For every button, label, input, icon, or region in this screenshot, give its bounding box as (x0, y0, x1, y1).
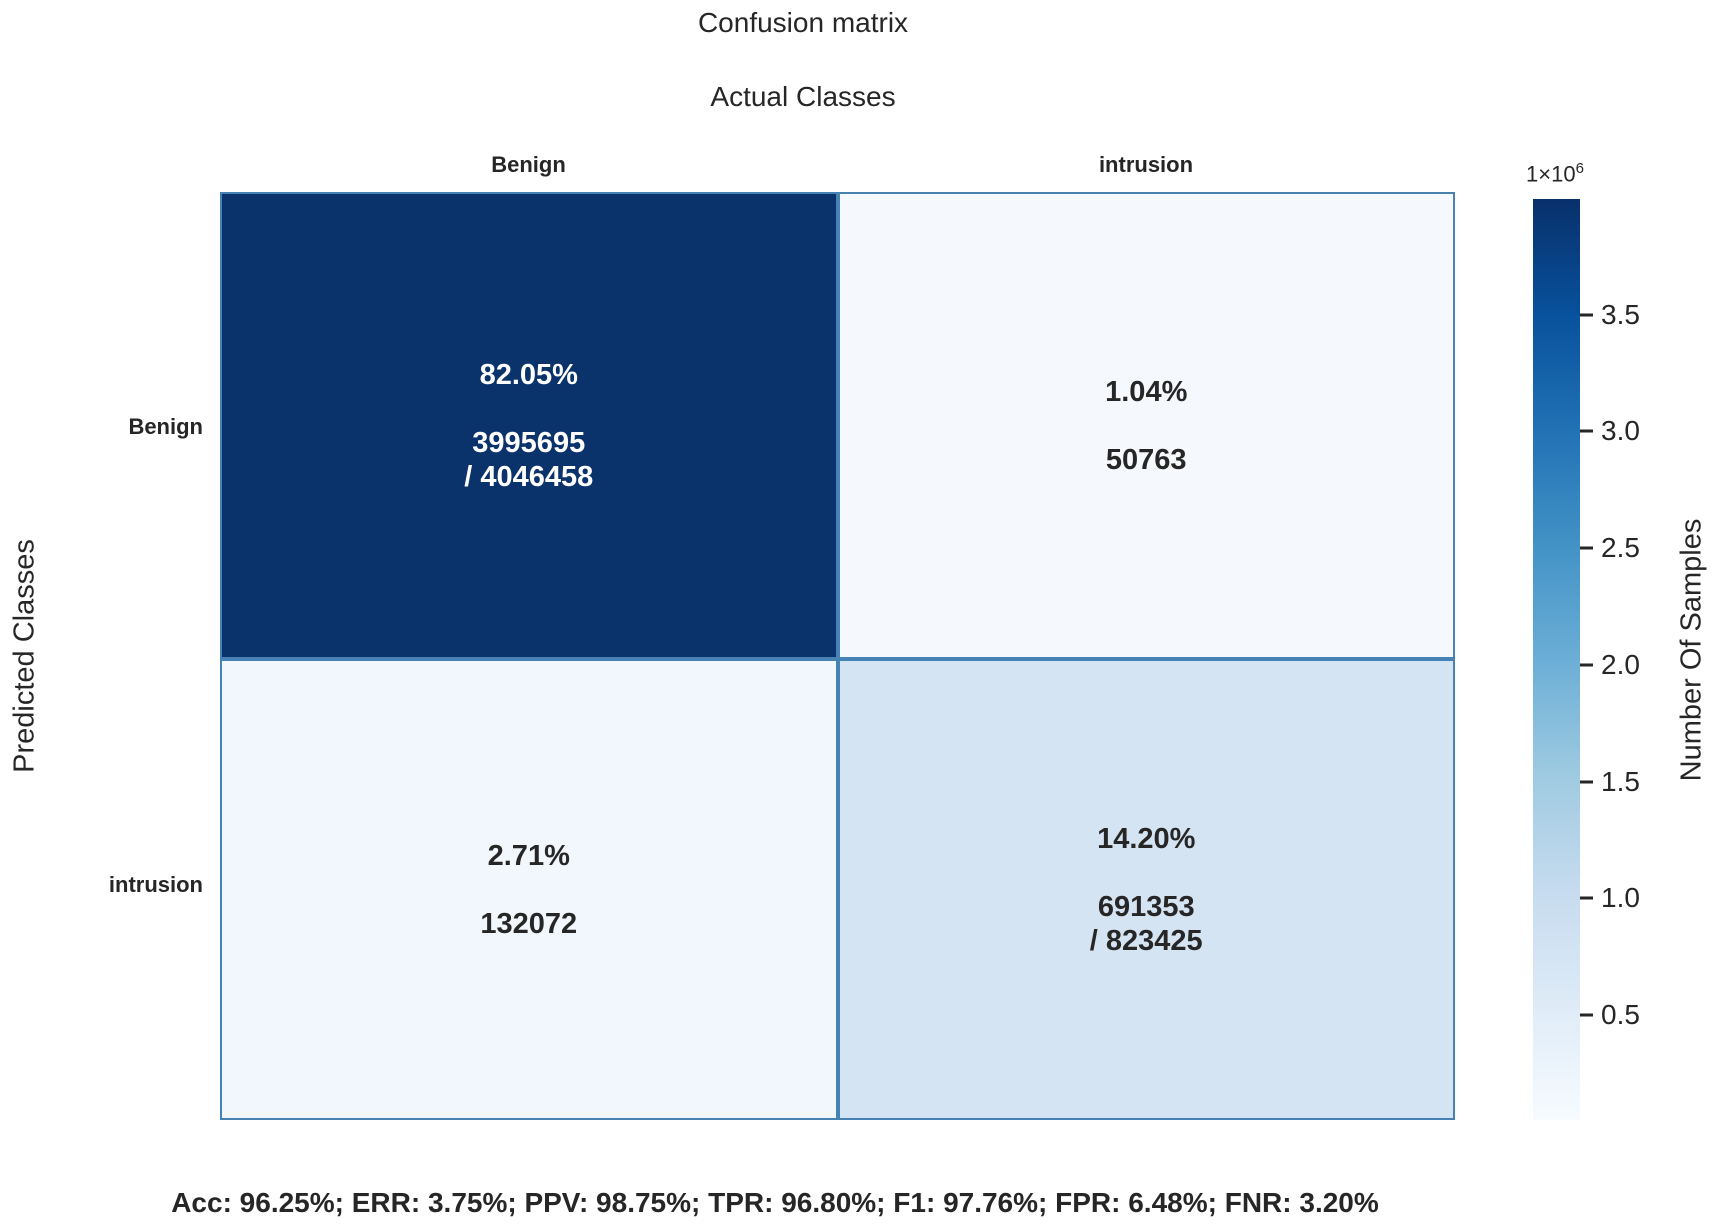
colorbar-tick-mark (1580, 780, 1593, 784)
cell-benign-benign: 82.05% 3995695 / 4046458 (222, 194, 836, 657)
cell-percent: 1.04% (1105, 375, 1188, 408)
cell-percent: 2.71% (487, 839, 570, 872)
colorbar-tick-label: 3.5 (1601, 298, 1640, 330)
colorbar-gradient (1533, 199, 1580, 1120)
x-axis-title: Actual Classes (710, 81, 896, 112)
cell-benign-intrusion: 1.04% 50763 (839, 194, 1453, 657)
row-label-benign: Benign (128, 414, 203, 439)
colorbar-tick-mark (1580, 896, 1593, 900)
cell-count: 132072 (480, 907, 578, 940)
cell-percent: 14.20% (1097, 822, 1196, 855)
cell-count: 691353 (1097, 890, 1195, 923)
cell-intrusion-benign: 2.71% 132072 (222, 661, 836, 1118)
colorbar-tick-label: 3.0 (1601, 415, 1640, 447)
row-label-intrusion: intrusion (108, 872, 203, 897)
colorbar-tick-mark (1580, 663, 1593, 667)
heatmap-grid: 82.05% 3995695 / 4046458 1.04% 50763 2.7… (220, 192, 1455, 1120)
y-axis-title: Predicted Classes (8, 539, 41, 773)
colorbar-title: Number Of Samples (1675, 518, 1708, 782)
cell-count: 3995695 (472, 426, 586, 459)
colorbar-scale-exponent: 6 (1575, 160, 1584, 177)
colorbar-tick-mark (1580, 1013, 1593, 1017)
cell-total: / 4046458 (464, 460, 594, 493)
cell-total: / 823425 (1089, 924, 1203, 957)
metrics-summary: Acc: 96.25%; ERR: 3.75%; PPV: 98.75%; TP… (171, 1187, 1379, 1218)
colorbar-scale-base: 1×10 (1526, 161, 1576, 187)
colorbar-tick-mark (1580, 313, 1593, 317)
colorbar-tick-mark (1580, 546, 1593, 550)
colorbar-scale-offset: 1×106 (1526, 160, 1616, 187)
column-header-intrusion: intrusion (1098, 152, 1194, 177)
cell-percent: 82.05% (479, 358, 578, 391)
cell-count: 50763 (1105, 443, 1187, 476)
colorbar-tick-label: 1.5 (1601, 765, 1640, 797)
column-header-benign: Benign (491, 152, 566, 177)
colorbar-tick-label: 2.5 (1601, 532, 1640, 564)
colorbar-tick-mark (1580, 429, 1593, 433)
colorbar-tick-label: 1.0 (1601, 882, 1640, 914)
colorbar-tick-label: 0.5 (1601, 999, 1640, 1031)
colorbar-tick-label: 2.0 (1601, 648, 1640, 680)
chart-title: Confusion matrix (697, 7, 909, 38)
colorbar-ticks: 0.5 1.0 1.5 2.0 2.5 3.0 3.5 (1580, 199, 1700, 1120)
cell-intrusion-intrusion: 14.20% 691353 / 823425 (839, 661, 1453, 1118)
